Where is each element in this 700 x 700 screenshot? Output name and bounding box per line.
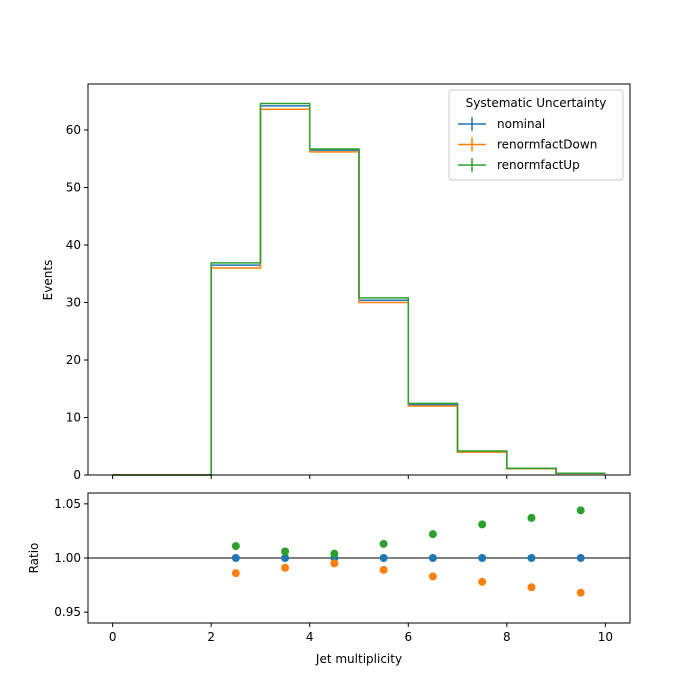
ratio-point-renormfactUp xyxy=(527,513,536,522)
x-axis-label: Jet multiplicity xyxy=(315,652,402,666)
legend-entries: nominal renormfactDown renormfactUp xyxy=(458,117,597,172)
main-panel: 0 10 20 30 40 50 60 Events Systematic Uncertai… xyxy=(41,83,631,482)
main-series-group xyxy=(112,102,606,476)
ratio-point-renormfactDown xyxy=(428,572,437,581)
legend: Systematic Uncertainty nominal renormfact… xyxy=(448,89,624,181)
ratio-x-tick-label: 8 xyxy=(503,630,511,644)
ratio-point-renormfactUp xyxy=(379,539,388,548)
ratio-x-ticks: 0 2 4 6 8 10 xyxy=(109,623,613,644)
ratio-point-renormfactUp xyxy=(428,530,437,539)
legend-entry-renormfactDown: renormfactDown xyxy=(458,137,597,152)
ratio-point-renormfactUp xyxy=(231,542,240,551)
ratio-point-nominal xyxy=(527,554,536,562)
ratio-point-nominal xyxy=(231,554,240,562)
ratio-point-renormfactDown xyxy=(379,565,388,574)
ratio-x-tick-label: 0 xyxy=(109,630,117,644)
ratio-x-tick-label: 4 xyxy=(306,630,314,644)
histogram-renormfactUp xyxy=(112,102,606,476)
ratio-y-ticks: 0.95 1.00 1.05 xyxy=(54,497,88,619)
ratio-y-tick-label: 1.05 xyxy=(54,497,81,511)
ratio-points-group xyxy=(231,506,585,597)
main-y-tick-label: 0 xyxy=(73,468,81,482)
ratio-point-nominal xyxy=(576,554,585,562)
ratio-point-nominal xyxy=(281,554,290,562)
legend-label-renormfactDown: renormfactDown xyxy=(497,138,597,152)
ratio-point-nominal xyxy=(428,554,437,562)
main-y-tick-label: 40 xyxy=(66,238,81,252)
legend-title: Systematic Uncertainty xyxy=(466,96,607,110)
main-y-axis-label: Events xyxy=(41,260,55,301)
ratio-point-nominal xyxy=(379,554,388,562)
ratio-point-renormfactDown xyxy=(576,588,585,597)
ratio-axes-frame xyxy=(87,492,631,624)
ratio-point-nominal xyxy=(478,554,487,562)
main-y-tick-label: 20 xyxy=(66,353,81,367)
ratio-point-renormfactDown xyxy=(281,563,290,572)
legend-entry-renormfactUp: renormfactUp xyxy=(458,158,580,172)
main-y-ticks: 0 10 20 30 40 50 60 xyxy=(66,123,88,482)
legend-label-nominal: nominal xyxy=(497,117,545,131)
ratio-point-renormfactDown xyxy=(231,569,240,578)
main-y-tick-label: 30 xyxy=(66,296,81,310)
ratio-point-renormfactUp xyxy=(478,520,487,529)
legend-entry-nominal: nominal xyxy=(458,117,545,131)
ratio-point-renormfactDown xyxy=(478,577,487,586)
ratio-point-renormfactUp xyxy=(576,506,585,515)
ratio-x-tick-label: 2 xyxy=(207,630,215,644)
ratio-y-tick-label: 0.95 xyxy=(54,605,81,619)
ratio-panel: 0.95 1.00 1.05 0 2 4 6 8 10 Ratio Jet multiplic… xyxy=(27,492,631,666)
main-y-tick-label: 60 xyxy=(66,123,81,137)
main-x-ticks xyxy=(112,475,606,479)
ratio-y-tick-label: 1.00 xyxy=(54,551,81,565)
main-y-tick-label: 50 xyxy=(66,181,81,195)
ratio-point-renormfactDown xyxy=(330,559,339,568)
legend-label-renormfactUp: renormfactUp xyxy=(497,158,580,172)
ratio-y-axis-label: Ratio xyxy=(27,543,41,574)
ratio-x-tick-label: 10 xyxy=(598,630,613,644)
ratio-point-renormfactUp xyxy=(330,549,339,558)
ratio-x-tick-label: 6 xyxy=(404,630,412,644)
main-y-tick-label: 10 xyxy=(66,411,81,425)
legend-box xyxy=(448,89,624,181)
ratio-point-renormfactDown xyxy=(527,583,536,592)
ratio-point-renormfactUp xyxy=(281,547,290,556)
main-axes-frame xyxy=(87,83,631,476)
